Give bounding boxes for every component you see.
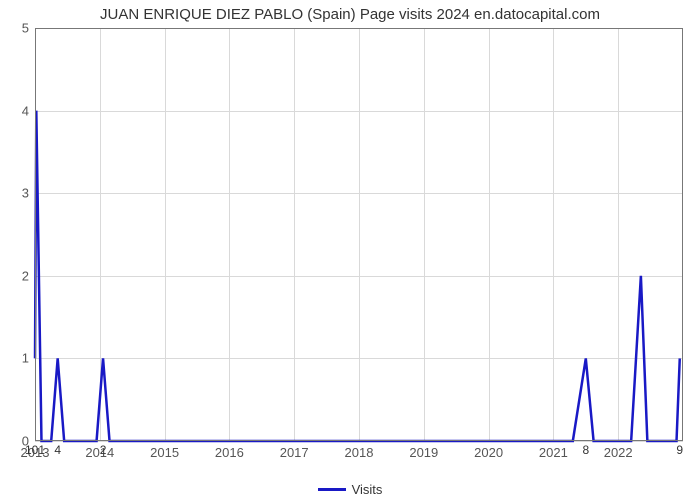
data-label: 9 [676, 443, 683, 457]
data-label: 4 [54, 443, 61, 457]
y-tick-label: 1 [22, 351, 35, 366]
x-tick-label: 2017 [280, 441, 309, 460]
x-tick-label: 2020 [474, 441, 503, 460]
x-tick-label: 2016 [215, 441, 244, 460]
data-label: 8 [582, 443, 589, 457]
legend-item-visits: Visits [318, 482, 383, 497]
y-tick-label: 2 [22, 268, 35, 283]
y-tick-label: 4 [22, 103, 35, 118]
line-series [35, 28, 683, 441]
y-tick-label: 3 [22, 186, 35, 201]
data-label: 2 [100, 443, 107, 457]
x-tick-label: 2019 [409, 441, 438, 460]
x-tick-label: 2022 [604, 441, 633, 460]
data-label: 101 [25, 443, 45, 457]
x-tick-label: 2015 [150, 441, 179, 460]
chart-title: JUAN ENRIQUE DIEZ PABLO (Spain) Page vis… [0, 6, 700, 23]
x-tick-label: 2018 [345, 441, 374, 460]
legend-label: Visits [352, 482, 383, 497]
x-tick-label: 2021 [539, 441, 568, 460]
legend: Visits [0, 478, 700, 497]
plot-area: 012345 201320142015201620172018201920202… [35, 28, 683, 441]
y-tick-label: 5 [22, 21, 35, 36]
legend-swatch [318, 488, 346, 491]
